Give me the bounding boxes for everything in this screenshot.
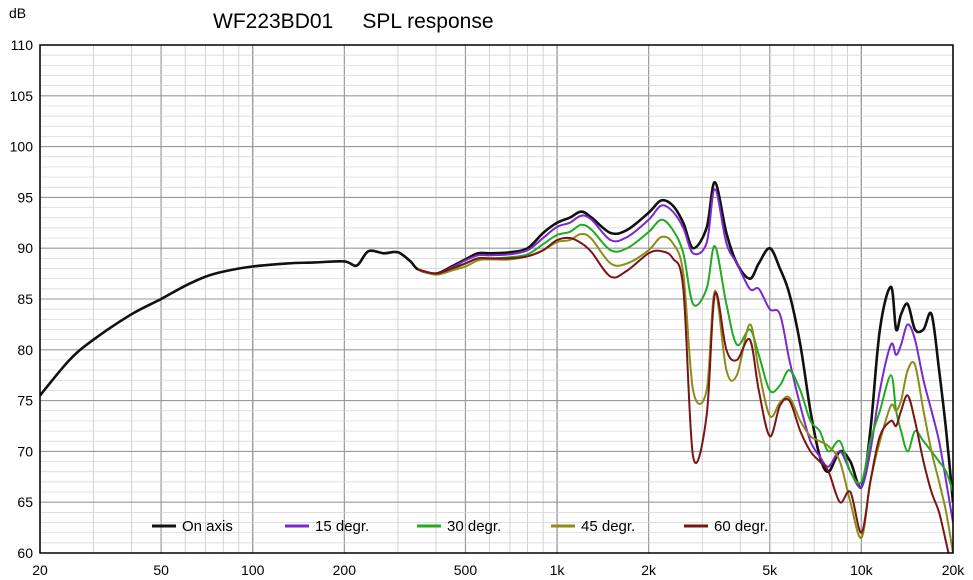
y-tick-label: 105 <box>10 88 34 104</box>
legend: On axis 15 degr. 30 degr. 45 degr. 60 degr. <box>152 518 768 535</box>
y-tick-label: 80 <box>17 342 33 358</box>
x-tick-label: 10k <box>850 562 874 578</box>
x-tick-label: 50 <box>153 562 169 578</box>
x-tick-label: 20k <box>942 562 966 578</box>
y-tick-label: 70 <box>17 443 33 459</box>
plot-frame <box>39 44 954 554</box>
y-tick-label: 60 <box>17 545 33 561</box>
x-tick-label: 200 <box>333 562 357 578</box>
legend-label: 15 degr. <box>315 518 369 535</box>
y-tick-label: 75 <box>17 393 33 409</box>
series-line-15-degr- <box>418 188 953 523</box>
x-tick-label: 1k <box>550 562 566 578</box>
x-tick-label: 500 <box>454 562 478 578</box>
legend-label: 60 degr. <box>714 518 768 535</box>
y-tick-label: 85 <box>17 291 33 307</box>
legend-label: 30 degr. <box>447 518 501 535</box>
grid <box>39 44 954 554</box>
series-line-30-degr- <box>417 218 953 493</box>
x-tick-label: 20 <box>32 562 48 578</box>
x-tick-label: 100 <box>241 562 265 578</box>
legend-label: On axis <box>182 518 233 535</box>
y-tick-label: 100 <box>10 139 34 155</box>
series-line-60-degr- <box>418 236 950 553</box>
series-line-on-axis <box>40 180 953 503</box>
legend-label: 45 degr. <box>581 518 635 535</box>
plot-series <box>40 180 953 553</box>
y-tick-label: 95 <box>17 189 33 205</box>
x-tick-label: 5k <box>762 562 778 578</box>
x-tick-label: 2k <box>641 562 657 578</box>
y-axis-label: dB <box>9 5 26 21</box>
y-tick-label: 110 <box>11 37 34 53</box>
y-tick-label: 90 <box>17 240 33 256</box>
axis-tick-labels: 20 50 100 200 500 1k 2k 5k 10k 20k 60 65 70 75 80 85 90 9… <box>10 37 966 578</box>
y-tick-label: 65 <box>17 494 33 510</box>
chart-title: WF223BD01 SPL response <box>213 10 494 33</box>
